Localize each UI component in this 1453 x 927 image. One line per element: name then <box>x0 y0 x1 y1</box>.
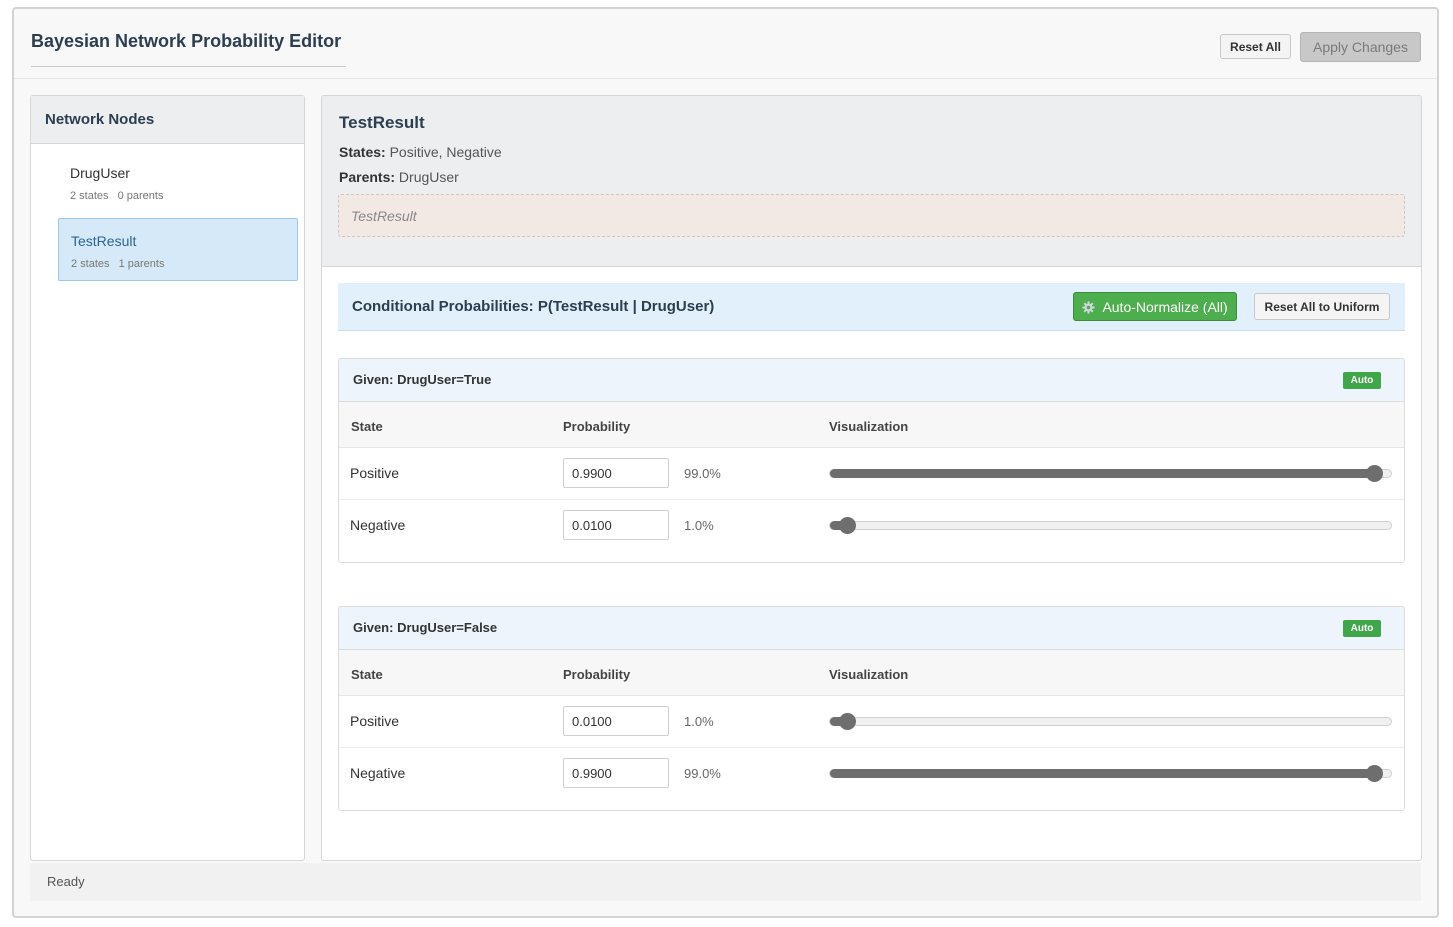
cpt-group-druguser-true: Given: DrugUser=True Auto State Probabil… <box>338 358 1405 563</box>
table-row: Positive 99.0% <box>339 448 1404 500</box>
parents-value: DrugUser <box>398 169 459 185</box>
cpt-header: Conditional Probabilities: P(TestResult … <box>338 283 1405 331</box>
slider-thumb[interactable] <box>1365 465 1383 482</box>
app-title: Bayesian Network Probability Editor <box>31 31 346 67</box>
reset-all-button[interactable]: Reset All <box>1220 34 1291 59</box>
node-parents-count: 1 parents <box>118 258 165 270</box>
state-label: Positive <box>350 713 400 729</box>
states-label: States: <box>339 144 386 160</box>
table-row: Positive 1.0% <box>339 696 1404 748</box>
node-meta: 2 states 1 parents <box>71 258 285 270</box>
node-meta: 2 states 0 parents <box>70 190 286 202</box>
probability-slider[interactable] <box>829 765 1392 782</box>
probability-slider[interactable] <box>829 713 1392 730</box>
auto-badge: Auto <box>1343 620 1381 637</box>
node-states-count: 2 states <box>70 190 109 202</box>
parents-label: Parents: <box>339 169 396 185</box>
header: Bayesian Network Probability Editor Rese… <box>14 9 1437 79</box>
percent-label: 99.0% <box>684 466 721 481</box>
table-header: State Probability Visualization <box>339 650 1404 696</box>
sidebar-title: Network Nodes <box>31 96 304 144</box>
group-title: Given: DrugUser=True <box>353 372 492 387</box>
slider-thumb[interactable] <box>839 713 857 730</box>
percent-label: 1.0% <box>684 714 714 729</box>
node-parents-count: 0 parents <box>117 190 164 202</box>
group-header: Given: DrugUser=False Auto <box>339 607 1404 650</box>
reset-uniform-button[interactable]: Reset All to Uniform <box>1254 293 1390 320</box>
auto-normalize-label: Auto-Normalize (All) <box>1102 298 1228 315</box>
node-name: DrugUser <box>70 165 130 181</box>
auto-badge: Auto <box>1343 372 1381 389</box>
probability-slider[interactable] <box>829 517 1392 534</box>
col-state: State <box>351 667 383 682</box>
col-visualization: Visualization <box>829 419 909 434</box>
col-visualization: Visualization <box>829 667 909 682</box>
apply-changes-button[interactable]: Apply Changes <box>1300 32 1421 62</box>
percent-label: 1.0% <box>684 518 714 533</box>
probability-input[interactable] <box>563 458 669 488</box>
app-window: Bayesian Network Probability Editor Rese… <box>12 7 1439 918</box>
slider-fill <box>830 469 1374 478</box>
node-states: States: Positive, Negative <box>339 144 502 160</box>
sidebar-node-testresult[interactable]: TestResult 2 states 1 parents <box>58 218 298 281</box>
gear-icon <box>1082 299 1102 315</box>
status-bar: Ready <box>30 863 1421 901</box>
probability-input[interactable] <box>563 758 669 788</box>
cpt-group-druguser-false: Given: DrugUser=False Auto State Probabi… <box>338 606 1405 811</box>
table-header: State Probability Visualization <box>339 402 1404 448</box>
node-title: TestResult <box>339 113 425 132</box>
col-probability: Probability <box>563 419 631 434</box>
table-row: Negative 1.0% <box>339 500 1404 552</box>
state-label: Positive <box>350 465 400 481</box>
slider-fill <box>830 717 848 726</box>
probability-input[interactable] <box>563 510 669 540</box>
sidebar: Network Nodes DrugUser 2 states 0 parent… <box>30 95 305 861</box>
sidebar-node-druguser[interactable]: DrugUser 2 states 0 parents <box>58 151 298 214</box>
node-info: TestResult States: Positive, Negative Pa… <box>322 96 1421 267</box>
cpt-title: Conditional Probabilities: P(TestResult … <box>352 298 715 315</box>
group-header: Given: DrugUser=True Auto <box>339 359 1404 402</box>
percent-label: 99.0% <box>684 766 721 781</box>
probability-slider[interactable] <box>829 465 1392 482</box>
table-row: Negative 99.0% <box>339 748 1404 800</box>
state-label: Negative <box>350 517 406 533</box>
states-value: Positive, Negative <box>389 144 502 160</box>
main-panel: TestResult States: Positive, Negative Pa… <box>321 95 1422 861</box>
state-label: Negative <box>350 765 406 781</box>
slider-thumb[interactable] <box>1365 765 1383 782</box>
slider-fill <box>830 769 1374 778</box>
slider-thumb[interactable] <box>839 517 857 534</box>
col-state: State <box>351 419 383 434</box>
group-title: Given: DrugUser=False <box>353 620 498 635</box>
col-probability: Probability <box>563 667 631 682</box>
auto-normalize-button[interactable]: Auto-Normalize (All) <box>1073 292 1237 321</box>
node-name: TestResult <box>71 233 137 249</box>
probability-input[interactable] <box>563 706 669 736</box>
node-states-count: 2 states <box>71 258 110 270</box>
slider-fill <box>830 521 848 530</box>
node-parents: Parents: DrugUser <box>339 169 459 185</box>
node-description[interactable]: TestResult <box>338 194 1405 237</box>
